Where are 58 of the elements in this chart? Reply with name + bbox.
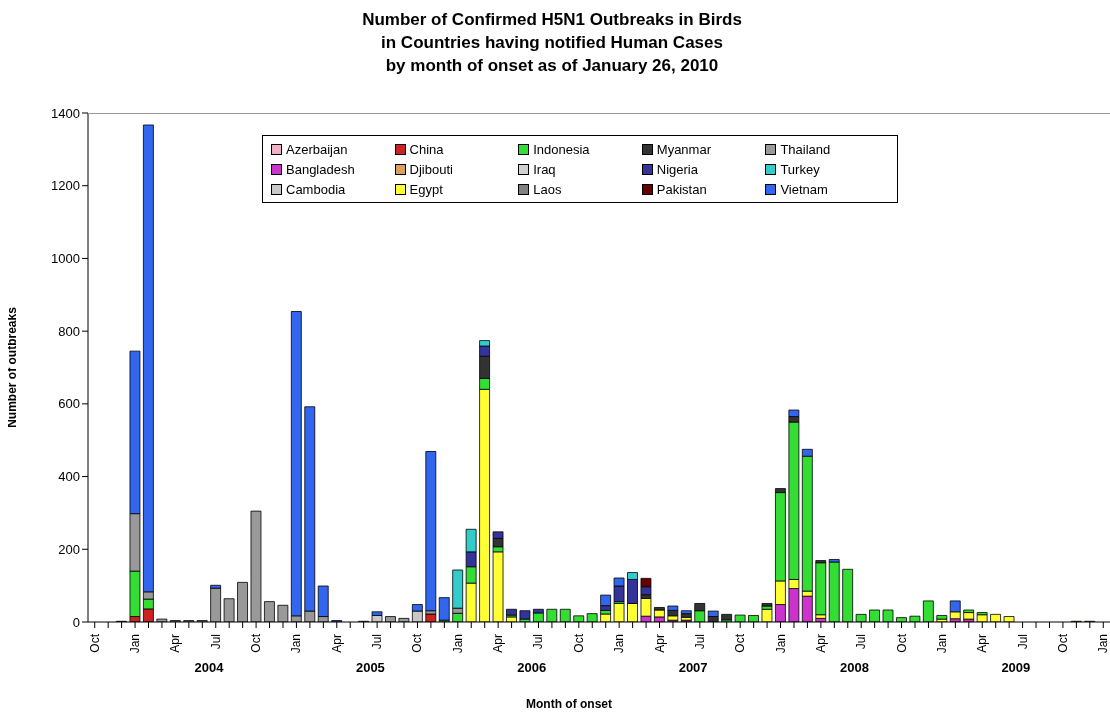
y-tick-label: 200 <box>58 541 80 557</box>
y-tick-label: 400 <box>58 469 80 485</box>
x-tick-label: Jan <box>450 634 465 654</box>
x-tick-label: Jul <box>531 634 546 650</box>
x-tick-label: Oct <box>1055 633 1070 653</box>
y-tick-label: 0 <box>72 614 80 630</box>
x-tick-label: Oct <box>733 633 748 653</box>
legend-label: Indonesia <box>533 141 590 157</box>
x-tick-label: Jan <box>289 634 304 654</box>
chart-title: Number of Confirmed H5N1 Outbreaks in Birds in Countries having notified Human Cases by month of onset as of January 26, 2010 <box>361 9 743 77</box>
y-tick-label: 1400 <box>51 105 80 121</box>
y-tick-label: 1200 <box>51 178 80 194</box>
x-tick-label: Apr <box>491 634 506 653</box>
x-tick-label: Jan <box>128 634 143 654</box>
x-tick-label: Jan <box>1096 634 1110 654</box>
legend-label: Djibouti <box>409 161 453 177</box>
legend-label: Turkey <box>780 161 820 177</box>
x-tick-label: Oct <box>571 633 586 653</box>
legend-label: Pakistan <box>656 181 707 197</box>
x-tick-label: Jan <box>612 634 627 654</box>
x-tick-label: Oct <box>410 633 425 653</box>
x-tick-label: Jul <box>208 634 223 650</box>
x-tick-label: Jul <box>370 634 385 650</box>
x-tick-label: Apr <box>813 634 828 653</box>
x-tick-label: Jul <box>1015 634 1030 650</box>
x-tick-label: Oct <box>894 633 909 653</box>
legend-label: Nigeria <box>656 161 698 177</box>
text: 2009 <box>1000 660 1032 675</box>
legend-label: Thailand <box>780 141 831 157</box>
text: 2004 <box>193 660 225 675</box>
x-tick-label: Jan <box>934 634 949 654</box>
text: 2007 <box>677 660 709 675</box>
legend-label: Myanmar <box>656 141 711 157</box>
legend-label: Cambodia <box>286 181 346 197</box>
text: 2006 <box>516 660 548 675</box>
legend-label: Iraq <box>533 161 556 177</box>
y-axis-title: Number of outbreaks <box>5 306 20 428</box>
legend-label: China <box>409 141 444 157</box>
y-tick-label: 1000 <box>51 251 80 267</box>
text: 2008 <box>839 660 870 675</box>
legend-label: Egypt <box>409 181 443 197</box>
text: 2005 <box>354 660 386 675</box>
x-tick-label: Jan <box>773 634 788 654</box>
x-tick-label: Oct <box>249 633 264 653</box>
x-tick-label: Jul <box>692 634 707 650</box>
legend-label: Vietnam <box>780 181 828 197</box>
legend-label: Bangladesh <box>286 161 355 177</box>
x-tick-label: Apr <box>652 634 667 653</box>
y-tick-label: 600 <box>58 396 80 412</box>
x-axis-title: Month of onset <box>525 697 613 711</box>
x-tick-label: Apr <box>329 634 344 653</box>
x-tick-label: Apr <box>975 634 990 653</box>
x-tick-label: Jul <box>854 634 869 650</box>
x-tick-label: Oct <box>87 633 102 653</box>
x-tick-label: Apr <box>168 634 183 653</box>
y-tick-label: 800 <box>58 323 80 339</box>
legend-label: Azerbaijan <box>286 141 348 157</box>
legend-label: Laos <box>533 181 562 197</box>
